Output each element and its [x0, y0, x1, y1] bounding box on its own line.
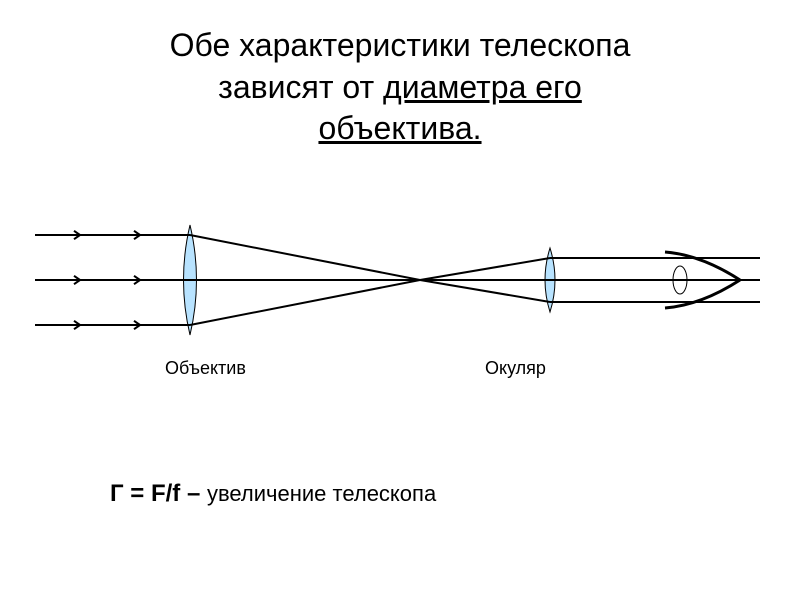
slide-title: Обе характеристики телескопа зависят от …	[0, 0, 800, 150]
optical-diagram	[0, 200, 800, 400]
title-line2-underlined: диаметра его	[383, 69, 582, 105]
magnification-formula: Г = F/f – увеличение телескопа	[110, 480, 436, 508]
formula-lhs: Г = F/f	[110, 480, 180, 507]
objective-label: Объектив	[165, 358, 246, 379]
title-line3-underlined: объектива.	[318, 110, 481, 146]
eyepiece-label: Окуляр	[485, 358, 546, 379]
formula-rhs: увеличение телескопа	[207, 481, 436, 506]
title-line2-pre: зависят от	[218, 69, 383, 105]
diagram-svg	[0, 200, 800, 380]
slide: Обе характеристики телескопа зависят от …	[0, 0, 800, 600]
title-line1: Обе характеристики телескопа	[170, 27, 631, 63]
formula-sep: –	[180, 480, 207, 507]
